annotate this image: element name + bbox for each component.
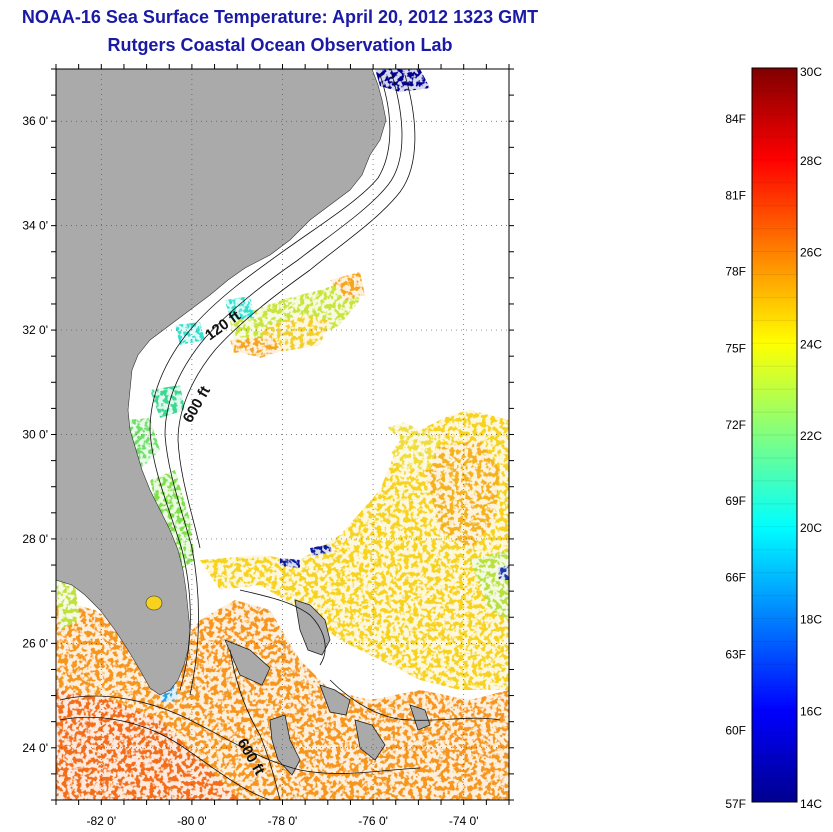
colorbar-fahrenheit-label: 63F — [725, 647, 746, 661]
colorbar-celsius-label: 30C — [800, 65, 822, 79]
lon-label: -74 0' — [449, 814, 479, 828]
map-plot-area — [56, 69, 509, 800]
lat-label: 34 0' — [22, 219, 48, 233]
axis-ticks — [51, 64, 514, 805]
colorbar-celsius-label: 18C — [800, 613, 822, 627]
colorbar: 30C 28C 26C 24C 22C 20C 18C 16C 14C 84F 81F 78F 75F… — [725, 65, 822, 811]
lat-label: 30 0' — [22, 428, 48, 442]
colorbar-gradient — [751, 67, 798, 803]
colorbar-celsius-label: 14C — [800, 797, 822, 811]
lon-label: -80 0' — [177, 814, 207, 828]
us-landmass — [56, 69, 387, 696]
colorbar-fahrenheit-label: 60F — [725, 723, 746, 737]
colorbar-fahrenheit-label: 69F — [725, 494, 746, 508]
colorbar-fahrenheit-label: 72F — [725, 418, 746, 432]
colorbar-fahrenheit-labels: 84F 81F 78F 75F 72F 69F 66F 63F 60F 57F — [725, 112, 746, 811]
colorbar-fahrenheit-label: 81F — [725, 189, 746, 203]
colorbar-celsius-label: 28C — [800, 154, 822, 168]
colorbar-fahrenheit-label: 78F — [725, 265, 746, 279]
lat-label: 26 0' — [22, 636, 48, 650]
colorbar-celsius-label: 22C — [800, 429, 822, 443]
colorbar-fahrenheit-label: 75F — [725, 341, 746, 355]
colorbar-celsius-label: 26C — [800, 246, 822, 260]
colorbar-celsius-labels: 30C 28C 26C 24C 22C 20C 18C 16C 14C — [800, 65, 822, 811]
lon-label: -82 0' — [86, 814, 116, 828]
colorbar-fahrenheit-label: 57F — [725, 797, 746, 811]
colorbar-fahrenheit-label: 66F — [725, 571, 746, 585]
map-title: NOAA-16 Sea Surface Temperature: April 2… — [21, 7, 539, 27]
lake-okeechobee — [145, 595, 163, 611]
lat-label: 36 0' — [22, 114, 48, 128]
longitude-labels: -82 0' -80 0' -78 0' -76 0' -74 0' — [86, 814, 478, 828]
lon-label: -78 0' — [268, 814, 298, 828]
colorbar-celsius-label: 16C — [800, 704, 822, 718]
lat-label: 28 0' — [22, 532, 48, 546]
graticule — [56, 69, 509, 800]
bahamas-islands — [224, 599, 431, 776]
lat-label: 24 0' — [22, 741, 48, 755]
colorbar-bands — [752, 90, 797, 803]
lat-label: 32 0' — [22, 323, 48, 337]
colorbar-celsius-label: 20C — [800, 521, 822, 535]
lon-label: -76 0' — [358, 814, 388, 828]
colorbar-celsius-label: 24C — [800, 337, 822, 351]
depth-contours — [59, 74, 501, 800]
latitude-labels: 36 0' 34 0' 32 0' 30 0' 28 0' 26 0' 24 0' — [22, 114, 48, 755]
colorbar-fahrenheit-label: 84F — [725, 112, 746, 126]
map-subtitle: Rutgers Coastal Ocean Observation Lab — [107, 35, 453, 55]
